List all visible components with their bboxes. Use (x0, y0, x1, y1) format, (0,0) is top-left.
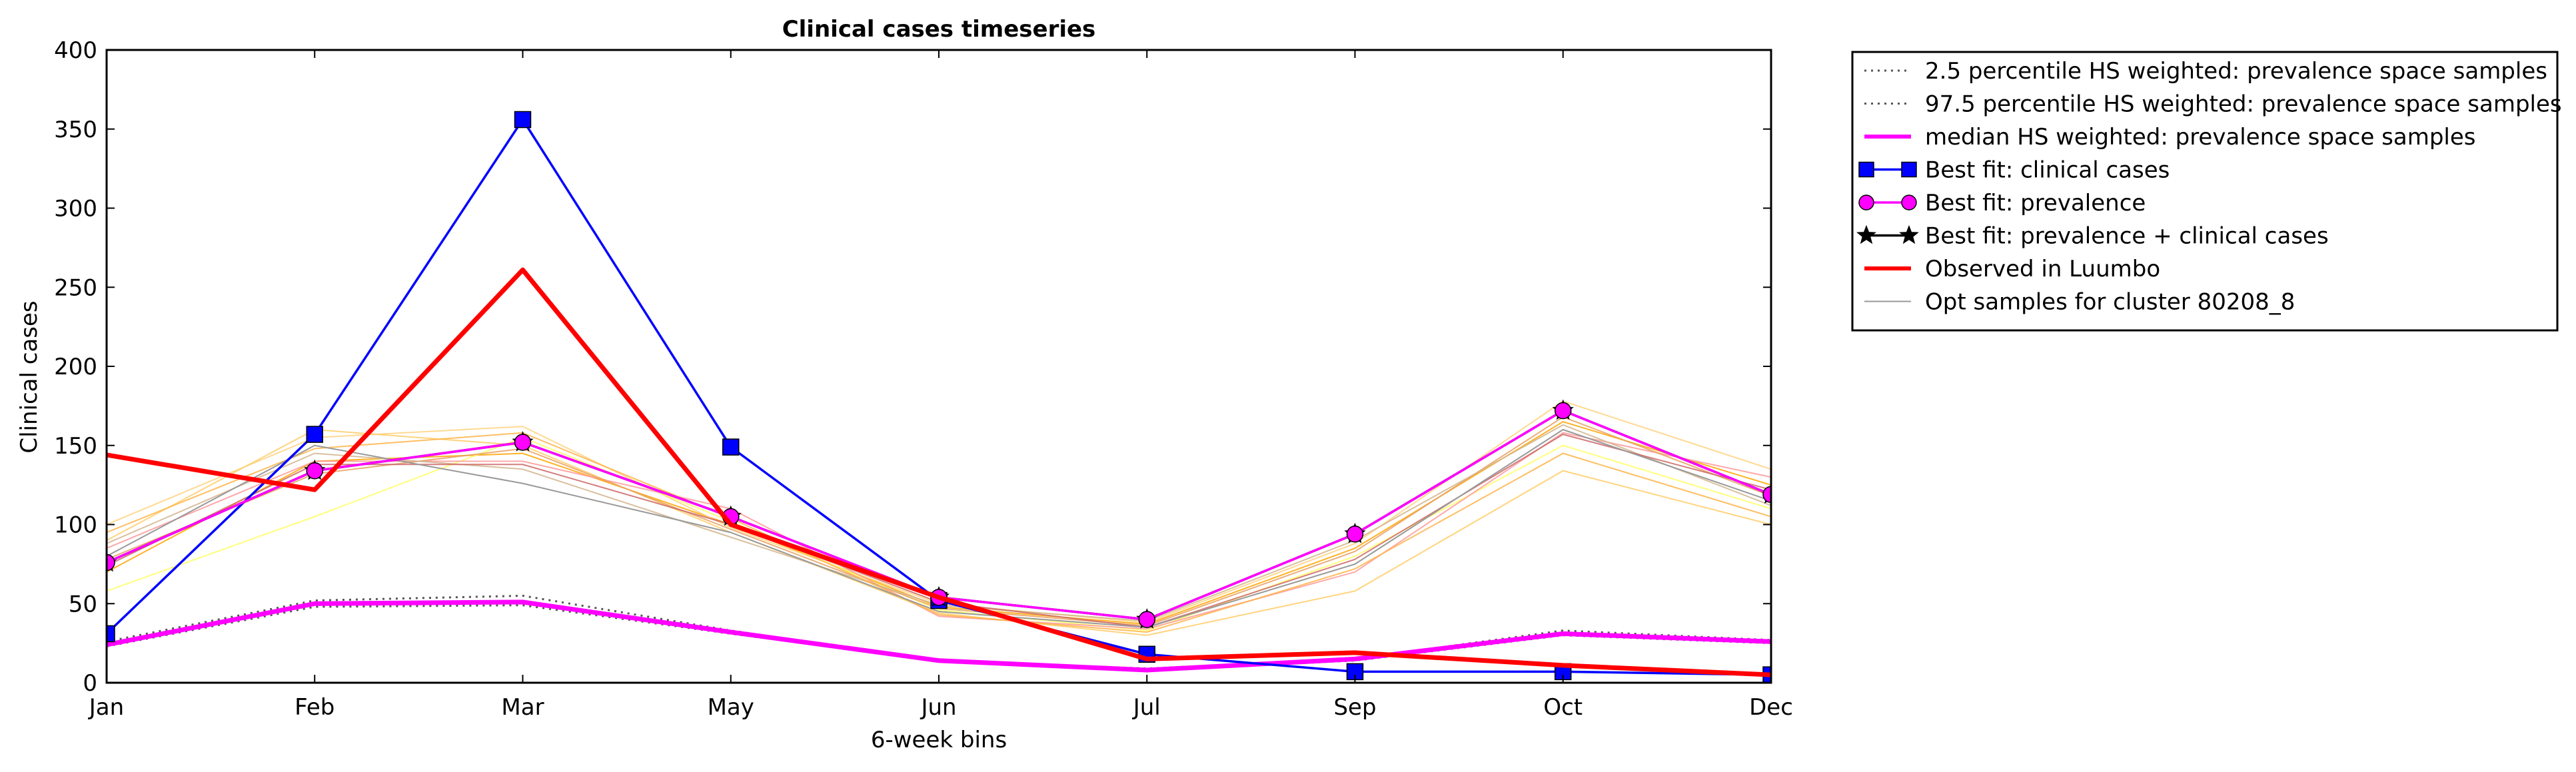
x-tick-label: May (708, 694, 754, 721)
sample-line (107, 428, 1771, 636)
legend-label: Best fit: clinical cases (1925, 157, 2170, 184)
legend-label: median HS weighted: prevalence space sam… (1925, 124, 2476, 151)
x-tick-label: Mar (501, 694, 544, 721)
x-tick-label: Jan (88, 694, 124, 721)
legend-marker (1901, 194, 1917, 210)
y-tick-label: 100 (54, 512, 97, 539)
axes: Jan Feb Mar May Jun Jul Sep Oct Dec 0 50 100 150 200 2… (54, 37, 1793, 721)
data-point (1762, 486, 1771, 504)
legend-label: 2.5 percentile HS weighted: prevalence s… (1925, 58, 2547, 85)
y-tick-label: 200 (54, 354, 97, 380)
y-tick-label: 400 (54, 37, 97, 64)
legend-label: Opt samples for cluster 80208_8 (1925, 289, 2295, 316)
x-tick-label: Dec (1749, 694, 1793, 721)
legend-label: Observed in Luumbo (1925, 256, 2160, 282)
series-line (107, 429, 1771, 628)
series-line (107, 267, 1771, 677)
x-tick-label: Oct (1543, 694, 1583, 721)
sample-line (107, 436, 1771, 631)
data-point (1346, 526, 1364, 543)
data-point (514, 111, 532, 129)
legend-marker (1858, 161, 1874, 178)
data-point (514, 434, 532, 451)
legend-marker (1899, 224, 1919, 244)
data-point (306, 462, 323, 480)
x-tick-label: Sep (1333, 694, 1376, 721)
legend-marker (1901, 161, 1917, 178)
plot-area (107, 111, 1771, 683)
x-tick-label: Jul (1132, 694, 1161, 721)
y-axis-title: Clinical cases (16, 300, 43, 453)
data-point (107, 554, 115, 572)
legend-marker (1858, 194, 1874, 210)
legend: 2.5 percentile HS weighted: prevalence s… (1851, 51, 2562, 332)
sample-line (107, 432, 1771, 633)
legend-marker (1856, 224, 1876, 244)
legend-box (1851, 51, 2559, 332)
x-tick-label: Jun (920, 694, 956, 721)
y-tick-label: 250 (54, 274, 97, 301)
y-tick-label: 350 (54, 117, 97, 143)
data-point (107, 625, 115, 643)
chart-title: Clinical cases timeseries (782, 16, 1096, 43)
x-tick-label: Feb (295, 694, 334, 721)
y-tick-label: 150 (54, 433, 97, 460)
data-point (1138, 611, 1155, 628)
legend-label: Best fit: prevalence + clinical cases (1925, 223, 2329, 250)
data-point (722, 438, 740, 456)
data-point (306, 426, 323, 443)
series-line (107, 599, 1771, 673)
x-axis-title: 6-week bins (871, 727, 1007, 753)
y-tick-label: 0 (83, 670, 97, 697)
legend-label: Best fit: prevalence (1925, 190, 2146, 216)
data-point (1555, 402, 1572, 420)
legend-label: 97.5 percentile HS weighted: prevalence … (1925, 91, 2562, 118)
y-tick-label: 300 (54, 196, 97, 222)
y-tick-label: 50 (69, 591, 97, 617)
